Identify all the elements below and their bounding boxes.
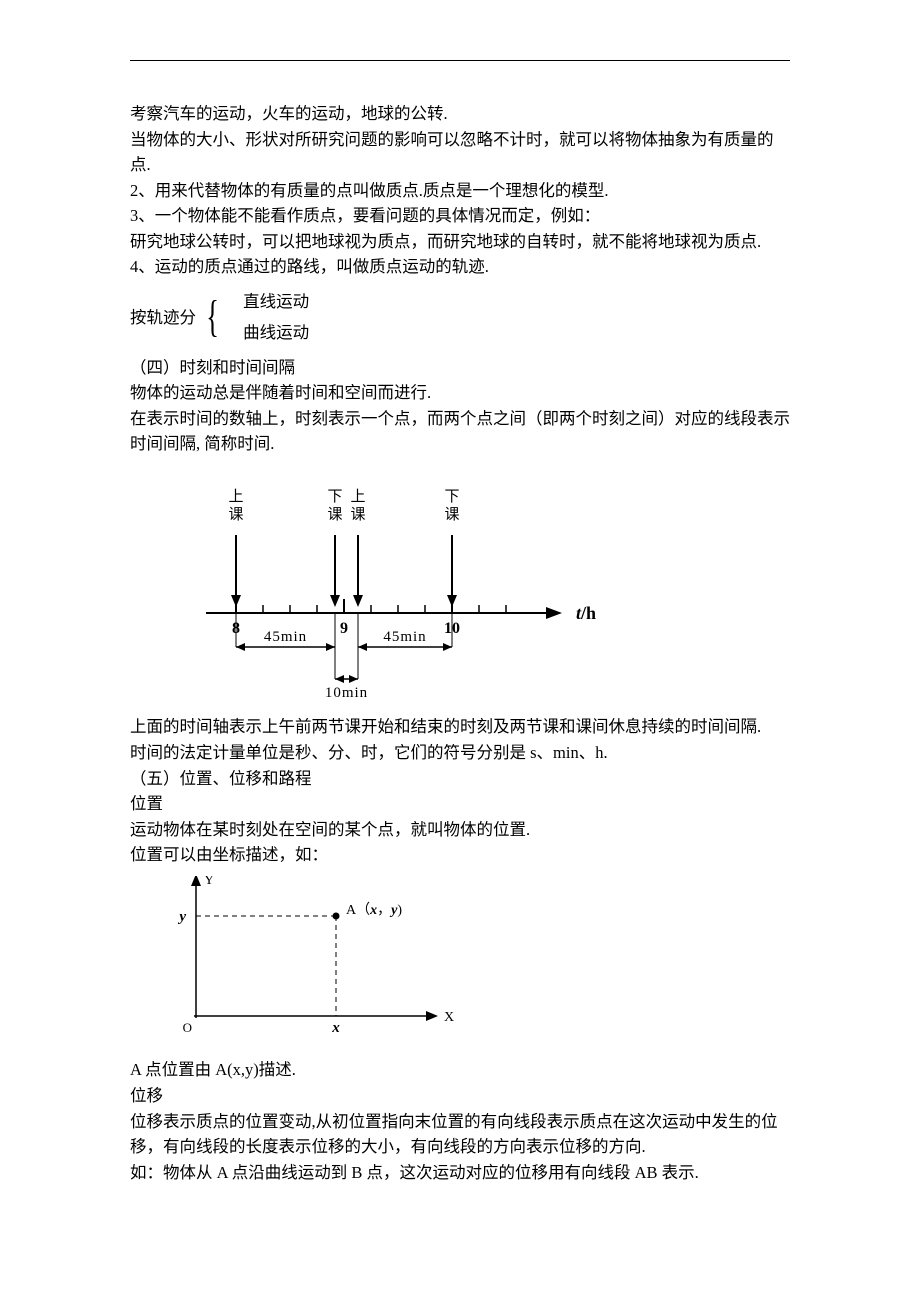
- brace-label: 按轨迹分: [130, 305, 196, 331]
- section5-h1: 位置: [130, 791, 790, 817]
- left-brace-icon: {: [206, 295, 219, 339]
- section4-para2: 在表示时间的数轴上，时刻表示一个点，而两个点之间（即两个时刻之间）对应的线段表示…: [130, 406, 790, 457]
- coord-svg: X Y O A（x，y) x y: [166, 876, 466, 1046]
- brace-item-1: 直线运动: [243, 286, 309, 317]
- svg-text:Y: Y: [204, 876, 214, 888]
- timeline-figure: 8910上课下课上课下课45min45min10mint/h: [186, 479, 790, 709]
- svg-text:下: 下: [444, 489, 459, 505]
- brace-items: 直线运动 曲线运动: [237, 286, 309, 349]
- section5-title: （五）位置、位移和路程: [130, 766, 790, 792]
- section5-para4: 位移表示质点的位置变动,从初位置指向末位置的有向线段表示质点在这次运动中发生的位…: [130, 1109, 790, 1160]
- svg-text:45min: 45min: [383, 629, 426, 645]
- section5-para1: 运动物体在某时刻处在空间的某个点，就叫物体的位置.: [130, 817, 790, 843]
- svg-text:课: 课: [350, 506, 365, 523]
- svg-text:O: O: [183, 1020, 192, 1035]
- svg-text:上: 上: [350, 488, 365, 505]
- section5-para5: 如：物体从 A 点沿曲线运动到 B 点，这次运动对应的位移用有向线段 AB 表示…: [130, 1160, 790, 1186]
- svg-text:t/h: t/h: [576, 603, 596, 623]
- section4-para4: 时间的法定计量单位是秒、分、时，它们的符号分别是 s、min、h.: [130, 740, 790, 766]
- svg-text:9: 9: [340, 620, 348, 637]
- para-4: 3、一个物体能不能看作质点，要看问题的具体情况而定，例如：: [130, 203, 790, 229]
- timeline-svg: 8910上课下课上课下课45min45min10mint/h: [186, 479, 626, 701]
- svg-text:x: x: [331, 1020, 340, 1036]
- page: 考察汽车的运动，火车的运动，地球的公转. 当物体的大小、形状对所研究问题的影响可…: [0, 0, 920, 1302]
- section5-h2: 位移: [130, 1083, 790, 1109]
- coord-figure: X Y O A（x，y) x y: [166, 876, 790, 1054]
- section5-para2: 位置可以由坐标描述，如：: [130, 842, 790, 868]
- brace-classification: 按轨迹分 { 直线运动 曲线运动: [130, 286, 790, 349]
- top-rule: [130, 60, 790, 61]
- section5-para3: A 点位置由 A(x,y)描述.: [130, 1057, 790, 1083]
- svg-text:下: 下: [327, 489, 342, 505]
- svg-text:课: 课: [228, 506, 243, 523]
- para-1: 考察汽车的运动，火车的运动，地球的公转.: [130, 101, 790, 127]
- para-6: 4、运动的质点通过的路线，叫做质点运动的轨迹.: [130, 254, 790, 280]
- svg-text:上: 上: [228, 488, 243, 505]
- para-3: 2、用来代替物体的有质量的点叫做质点.质点是一个理想化的模型.: [130, 178, 790, 204]
- svg-text:A（x，y): A（x，y): [346, 902, 402, 918]
- svg-text:y: y: [177, 909, 186, 925]
- svg-text:10min: 10min: [325, 685, 368, 701]
- svg-text:45min: 45min: [264, 629, 307, 645]
- section4-para1: 物体的运动总是伴随着时间和空间而进行.: [130, 380, 790, 406]
- section4-para3: 上面的时间轴表示上午前两节课开始和结束的时刻及两节课和课间休息持续的时间间隔.: [130, 714, 790, 740]
- para-5: 研究地球公转时，可以把地球视为质点，而研究地球的自转时，就不能将地球视为质点.: [130, 229, 790, 255]
- content: 考察汽车的运动，火车的运动，地球的公转. 当物体的大小、形状对所研究问题的影响可…: [130, 101, 790, 1185]
- svg-text:课: 课: [444, 506, 459, 523]
- brace-item-2: 曲线运动: [243, 317, 309, 348]
- svg-text:课: 课: [327, 506, 342, 523]
- para-2: 当物体的大小、形状对所研究问题的影响可以忽略不计时，就可以将物体抽象为有质量的点…: [130, 127, 790, 178]
- svg-text:X: X: [444, 1010, 454, 1025]
- section4-title: （四）时刻和时间间隔: [130, 355, 790, 381]
